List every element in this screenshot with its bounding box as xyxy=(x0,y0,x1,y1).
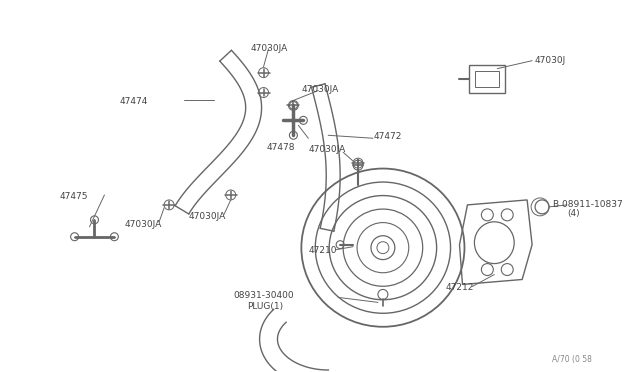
Text: 47474: 47474 xyxy=(119,97,148,106)
Text: 47212: 47212 xyxy=(445,283,474,292)
Text: 47475: 47475 xyxy=(60,192,88,201)
Text: PLUG(1): PLUG(1) xyxy=(246,302,283,311)
Text: A/70 (0 58: A/70 (0 58 xyxy=(552,355,592,364)
Text: 08931-30400: 08931-30400 xyxy=(234,291,294,301)
Text: 47030JA: 47030JA xyxy=(189,212,226,221)
Text: 47030JA: 47030JA xyxy=(251,44,288,53)
Text: B 08911-10837: B 08911-10837 xyxy=(553,200,623,209)
Text: 47210: 47210 xyxy=(308,246,337,255)
Text: 47478: 47478 xyxy=(266,143,295,152)
Bar xyxy=(476,71,499,87)
Bar xyxy=(470,65,505,93)
Text: 47030JA: 47030JA xyxy=(301,84,339,93)
Text: 47030J: 47030J xyxy=(534,56,565,65)
Text: 47030JA: 47030JA xyxy=(308,145,346,154)
Text: 47030JA: 47030JA xyxy=(124,220,161,229)
Text: 47472: 47472 xyxy=(374,132,403,141)
Text: (4): (4) xyxy=(567,209,580,218)
